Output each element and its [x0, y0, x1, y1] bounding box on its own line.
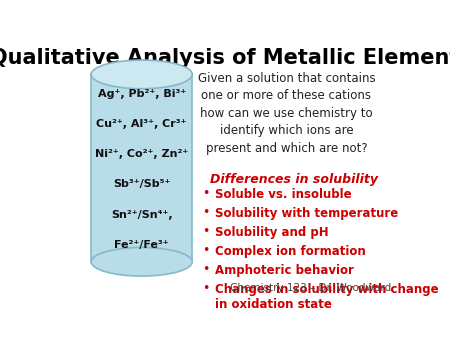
Text: •: • — [202, 206, 210, 219]
Text: •: • — [202, 282, 210, 295]
Text: Amphoteric behavior: Amphoteric behavior — [215, 264, 354, 276]
Text: Ni²⁺, Co²⁺, Zn²⁺: Ni²⁺, Co²⁺, Zn²⁺ — [95, 149, 188, 159]
Ellipse shape — [91, 60, 192, 89]
Text: Solubility with temperature: Solubility with temperature — [215, 207, 398, 220]
Text: Complex ion formation: Complex ion formation — [215, 245, 366, 258]
Text: Chemistry 123 – Dr. Woodward: Chemistry 123 – Dr. Woodward — [230, 283, 392, 293]
Text: •: • — [202, 263, 210, 276]
Text: Fe²⁺/Fe³⁺: Fe²⁺/Fe³⁺ — [114, 240, 169, 250]
Text: •: • — [202, 187, 210, 200]
Text: Ag⁺, Pb²⁺, Bi³⁺: Ag⁺, Pb²⁺, Bi³⁺ — [98, 89, 186, 99]
Text: •: • — [202, 225, 210, 238]
Polygon shape — [91, 74, 192, 262]
Text: Differences in solubility: Differences in solubility — [210, 173, 378, 186]
Text: Changes in solubility with change
in oxidation state: Changes in solubility with change in oxi… — [215, 283, 439, 311]
Text: Given a solution that contains
one or more of these cations
how can we use chemi: Given a solution that contains one or mo… — [198, 72, 375, 155]
Text: Qualitative Analysis of Metallic Elements: Qualitative Analysis of Metallic Element… — [0, 48, 450, 68]
Text: Sb³⁺/Sb⁵⁺: Sb³⁺/Sb⁵⁺ — [113, 179, 171, 190]
Text: •: • — [202, 244, 210, 257]
Text: Solubility and pH: Solubility and pH — [215, 225, 328, 239]
Text: Soluble vs. insoluble: Soluble vs. insoluble — [215, 188, 351, 201]
Ellipse shape — [91, 247, 192, 276]
Text: Sn²⁺/Sn⁴⁺,: Sn²⁺/Sn⁴⁺, — [111, 210, 172, 220]
Text: Cu²⁺, Al³⁺, Cr³⁺: Cu²⁺, Al³⁺, Cr³⁺ — [96, 119, 187, 129]
